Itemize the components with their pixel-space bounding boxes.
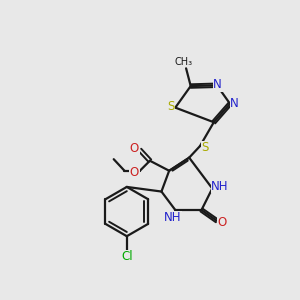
Text: N: N (230, 97, 239, 110)
Text: O: O (218, 216, 227, 229)
Text: Cl: Cl (121, 250, 133, 263)
Text: S: S (202, 141, 209, 154)
Text: NH: NH (164, 211, 181, 224)
Text: N: N (213, 78, 222, 91)
Text: S: S (167, 100, 174, 113)
Text: O: O (130, 166, 139, 179)
Text: NH: NH (211, 180, 229, 193)
Text: O: O (130, 142, 139, 155)
Text: CH₃: CH₃ (175, 57, 193, 67)
